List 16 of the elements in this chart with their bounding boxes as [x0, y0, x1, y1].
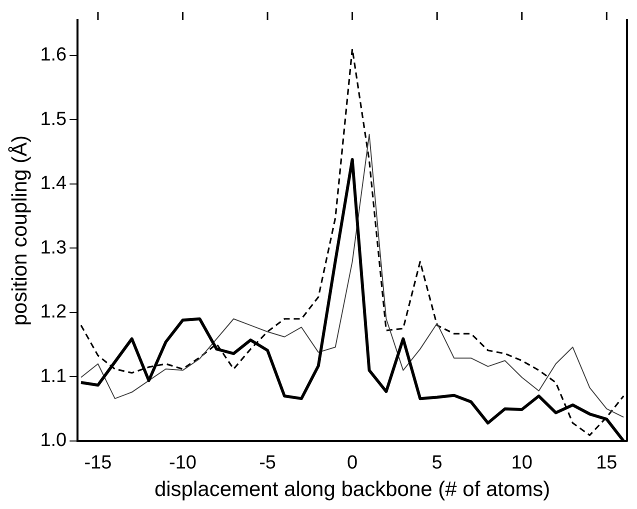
x-tick-label: 10 [511, 452, 532, 474]
y-tick-label: 1.1 [40, 366, 67, 387]
y-tick-label: 1.2 [40, 302, 67, 323]
x-tick-label: 15 [596, 452, 618, 474]
y-tick-label: 1.3 [40, 237, 67, 258]
y-tick-label: 1.4 [40, 173, 68, 194]
x-axis-title: displacement along backbone (# of atoms) [154, 478, 550, 502]
x-tick-label: 5 [432, 452, 442, 474]
y-tick-label: 1.0 [40, 430, 67, 452]
x-tick-label: -5 [259, 452, 276, 474]
x-tick-label: -15 [84, 452, 112, 474]
x-tick-label: -10 [169, 452, 196, 474]
x-tick-label: 0 [347, 452, 358, 474]
y-tick-label: 1.6 [40, 44, 67, 66]
y-tick-label: 1.5 [40, 108, 67, 130]
y-axis-title: position coupling (Å) [7, 135, 32, 326]
